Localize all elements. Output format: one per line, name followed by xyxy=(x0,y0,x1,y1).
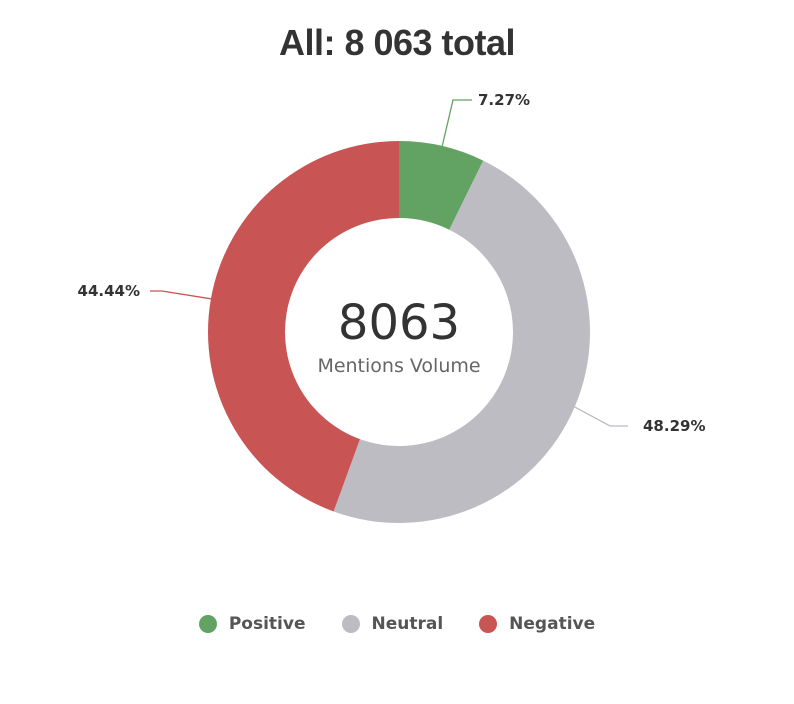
legend-dot-icon xyxy=(479,615,498,633)
slices-layer xyxy=(208,141,591,524)
center-value: 8063 xyxy=(338,295,460,351)
legend-label: Neutral xyxy=(371,614,444,634)
legend-label: Positive xyxy=(228,614,306,634)
legend-dot-icon xyxy=(341,615,360,633)
slice-neutral[interactable] xyxy=(333,160,591,524)
slice-negative[interactable] xyxy=(208,141,399,512)
legend-item-neutral[interactable]: Neutral xyxy=(341,614,444,634)
legend-label: Negative xyxy=(509,614,596,634)
leader-line-negative xyxy=(150,290,212,300)
leader-lines xyxy=(150,99,628,427)
leader-line-neutral xyxy=(574,406,628,427)
slice-labels: 7.27% 48.29% 44.44% xyxy=(78,91,706,435)
slice-positive[interactable] xyxy=(399,141,484,230)
center-caption: Mentions Volume xyxy=(317,355,480,377)
legend-dot-icon xyxy=(198,615,217,633)
slice-label-positive: 7.27% xyxy=(478,91,530,109)
legend: Positive Neutral Negative xyxy=(0,614,794,634)
donut-chart: 7.27% 48.29% 44.44% 8063 Mentions Volume xyxy=(78,91,706,524)
leader-line-positive xyxy=(441,99,472,147)
legend-item-positive[interactable]: Positive xyxy=(198,614,306,634)
slice-label-neutral: 48.29% xyxy=(643,417,705,435)
chart-title: All: 8 063 total xyxy=(278,22,516,63)
legend-item-negative[interactable]: Negative xyxy=(479,614,595,634)
slice-label-negative: 44.44% xyxy=(78,282,140,300)
